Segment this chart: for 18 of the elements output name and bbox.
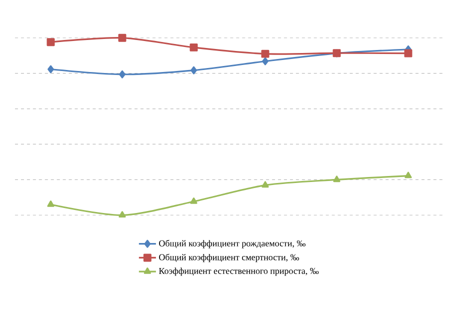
point	[262, 57, 268, 66]
point	[48, 65, 54, 74]
point	[118, 211, 126, 218]
point	[404, 172, 412, 178]
point	[333, 176, 340, 182]
point	[46, 38, 55, 46]
point	[47, 200, 54, 207]
point	[190, 66, 197, 74]
point	[190, 198, 198, 204]
point	[118, 34, 126, 42]
legend-label: Общий коэффициент смертности, ‰	[159, 254, 300, 262]
legend-label: Коэффициент естественного прироста, ‰	[158, 268, 319, 276]
legend-label: Общий коэффициент рождаемости, ‰	[159, 240, 306, 248]
point	[261, 50, 270, 58]
point	[190, 43, 198, 52]
point	[404, 49, 412, 58]
point	[119, 70, 126, 78]
point	[262, 181, 269, 188]
